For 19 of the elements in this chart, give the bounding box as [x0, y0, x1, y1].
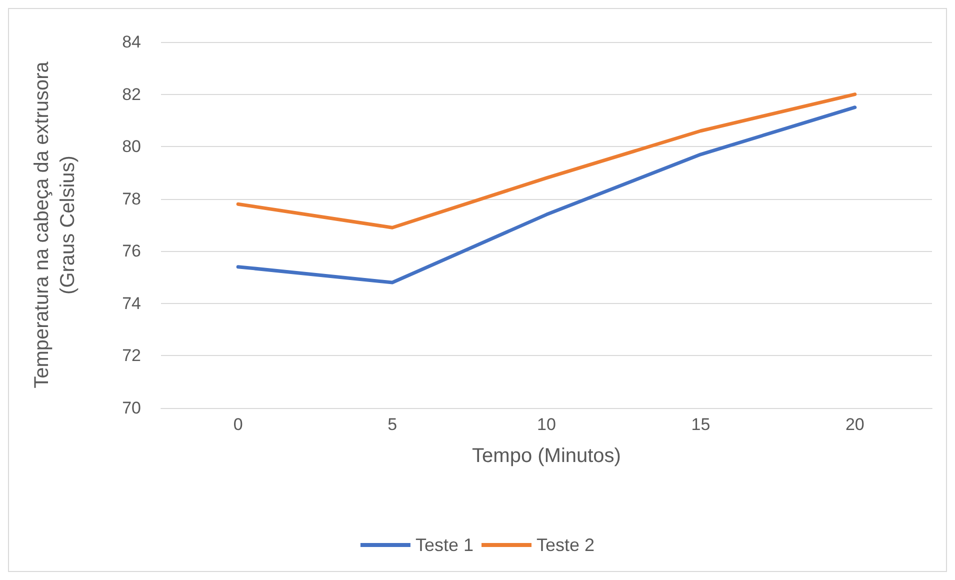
- x-tick-label: 20: [845, 415, 864, 434]
- y-tick-label: 80: [122, 137, 141, 156]
- legend-label: Teste 1: [415, 535, 474, 555]
- y-tick-label: 82: [122, 84, 141, 104]
- x-tick-label: 15: [691, 415, 710, 434]
- y-axis-title: Temperatura na cabeça da extrusora (Graus Celsius): [31, 60, 79, 388]
- x-tick-label: 5: [388, 415, 398, 434]
- y-tick-label: 76: [122, 242, 141, 261]
- x-axis-title: Tempo (Minutos): [472, 445, 621, 467]
- line-series: [236, 106, 857, 284]
- y-tick-label: 84: [122, 32, 141, 52]
- x-tick-label: 0: [233, 415, 243, 434]
- y-tick-label: 78: [122, 189, 141, 208]
- y-tick-label: 72: [122, 346, 141, 366]
- x-tick-label: 10: [537, 415, 556, 434]
- y-tick-label: 74: [122, 294, 141, 313]
- legend-label: Teste 2: [536, 535, 595, 555]
- y-tick-label: 70: [122, 398, 141, 418]
- line-series: [236, 92, 857, 230]
